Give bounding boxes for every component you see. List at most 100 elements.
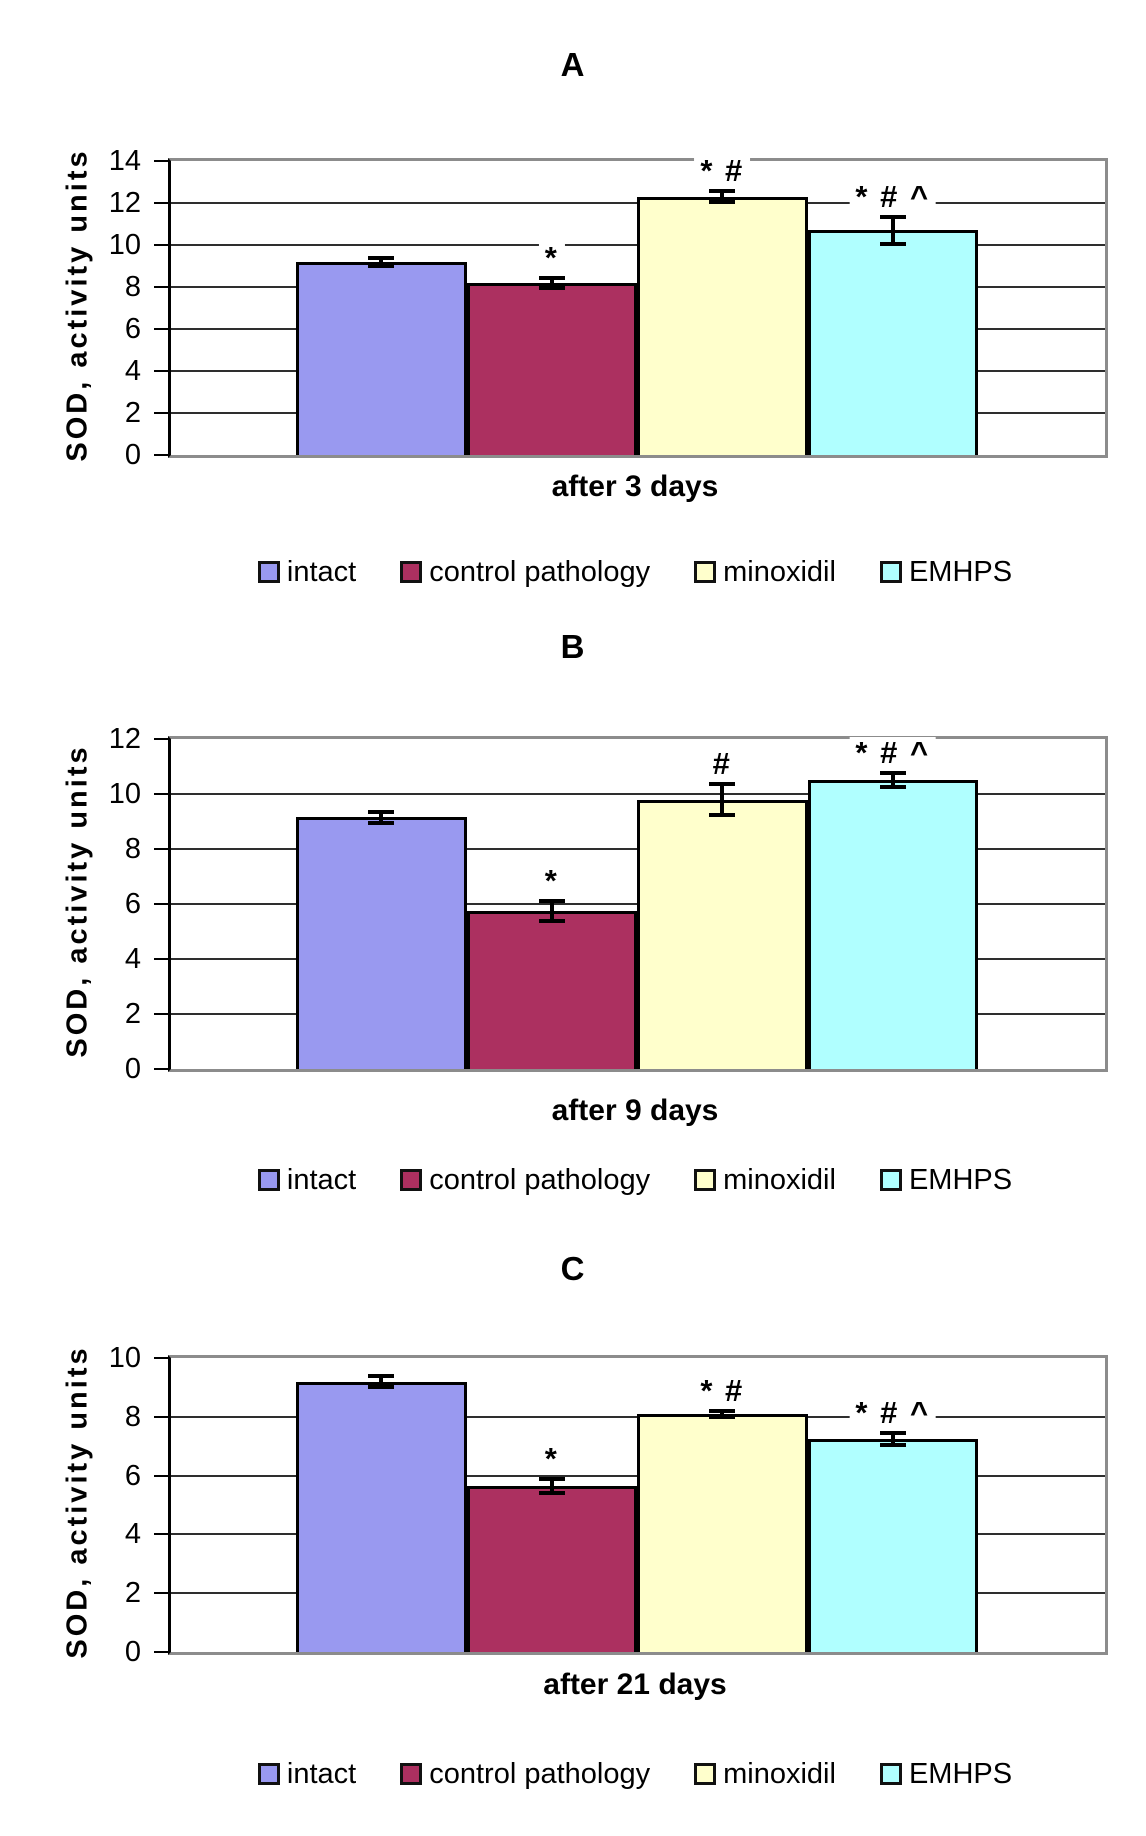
error-cap-top-control-pathology <box>538 899 565 904</box>
error-cap-top-emhps <box>879 214 906 219</box>
legend-item-minoxidil: minoxidil <box>694 1164 836 1196</box>
y-tick-label-8: 8 <box>124 1400 141 1433</box>
legend-item-emhps: EMHPS <box>879 1758 1013 1790</box>
error-cap-bottom-control-pathology <box>538 1491 565 1496</box>
significance-annotation-control-pathology: * <box>538 241 565 274</box>
chart-panel-b: B SOD, activity units 0 2 4 6 8 10 12 * # * # ^ … <box>0 612 1146 1224</box>
significance-annotation-minoxidil: * # <box>694 1374 751 1407</box>
legend-swatch-minoxidil <box>694 1169 717 1191</box>
error-cap-top-minoxidil <box>709 1408 736 1413</box>
y-tick-label-0: 0 <box>124 1636 141 1668</box>
y-tick-label-4: 4 <box>124 355 141 387</box>
y-tick-mark-6 <box>154 1474 168 1477</box>
legend-item-control-pathology: control pathology <box>400 1164 650 1196</box>
plot-area: 0 2 4 6 8 10 12 14 * * # * # ^ <box>109 146 1108 470</box>
y-tick-mark-0 <box>154 1651 168 1653</box>
bar-control-pathology <box>466 282 638 455</box>
legend-label-control-pathology: control pathology <box>429 1164 651 1196</box>
y-tick-mark-8 <box>154 286 168 288</box>
legend-label-minoxidil: minoxidil <box>723 1164 836 1196</box>
significance-annotation-emhps: * # ^ <box>849 1396 937 1429</box>
error-bar-intact <box>379 1375 384 1388</box>
error-bar-minoxidil <box>720 784 725 815</box>
legend-label-emhps: EMHPS <box>908 1758 1013 1790</box>
significance-annotation-control-pathology: * <box>538 865 565 898</box>
legend-item-emhps: EMHPS <box>879 1164 1012 1196</box>
legend-label-control-pathology: control pathology <box>429 556 651 588</box>
y-tick-mark-10 <box>154 243 168 246</box>
error-cap-top-intact <box>368 1373 395 1378</box>
plot-area: 0 2 4 6 8 10 12 * # * # ^ <box>109 724 1108 1084</box>
error-cap-bottom-emhps <box>879 1442 906 1447</box>
legend-item-minoxidil: minoxidil <box>694 1758 836 1790</box>
x-axis-title: after 3 days <box>551 470 719 503</box>
y-tick-label-0: 0 <box>124 1053 141 1085</box>
error-bar-intact <box>379 811 384 823</box>
error-cap-top-intact <box>368 809 395 814</box>
bar-emhps <box>807 230 978 455</box>
y-tick-label-12: 12 <box>108 723 141 755</box>
error-bar-minoxidil <box>720 1410 725 1417</box>
y-tick-label-2: 2 <box>124 998 141 1030</box>
legend-item-control-pathology: control pathology <box>400 1758 650 1790</box>
error-bar-emhps <box>890 773 895 788</box>
error-cap-bottom-emhps <box>879 785 906 790</box>
y-tick-label-10: 10 <box>108 777 141 810</box>
y-tick-label-10: 10 <box>108 1342 141 1374</box>
error-cap-bottom-minoxidil <box>709 812 736 817</box>
error-cap-top-minoxidil <box>709 189 736 194</box>
chart-title: B <box>560 628 586 665</box>
legend: intact control pathology minoxidil EMHPS <box>168 1758 1102 1790</box>
y-tick-mark-10 <box>154 792 168 795</box>
significance-annotation-control-pathology: * <box>538 1442 565 1475</box>
y-tick-label-6: 6 <box>124 888 141 920</box>
y-tick-label-10: 10 <box>108 228 141 261</box>
significance-annotation-minoxidil: # <box>706 748 738 781</box>
y-tick-label-6: 6 <box>124 312 141 345</box>
chart-panel-c: C SOD, activity units 0 2 4 6 8 10 * * # * # ^ … <box>0 1224 1146 1836</box>
legend-label-control-pathology: control pathology <box>429 1758 651 1790</box>
error-cap-bottom-minoxidil <box>709 1414 736 1419</box>
legend-swatch-intact <box>257 1169 280 1191</box>
bar-emhps <box>807 1438 978 1652</box>
y-tick-mark-6 <box>154 327 168 330</box>
y-tick-label-0: 0 <box>124 439 141 471</box>
y-tick-label-14: 14 <box>108 145 141 177</box>
error-cap-top-emhps <box>879 1430 906 1435</box>
error-bar-control-pathology <box>549 1478 554 1494</box>
error-cap-top-emhps <box>879 771 906 776</box>
legend-item-emhps: EMHPS <box>879 556 1012 588</box>
error-cap-bottom-intact <box>368 1385 395 1390</box>
y-tick-mark-6 <box>154 903 168 905</box>
y-tick-mark-12 <box>154 201 168 204</box>
error-cap-top-intact <box>368 255 395 260</box>
legend-swatch-intact <box>257 1763 280 1785</box>
plot-area: 0 2 4 6 8 10 * * # * # ^ <box>109 1343 1108 1667</box>
significance-annotation-emhps: * # ^ <box>849 180 937 213</box>
error-cap-bottom-intact <box>368 264 395 268</box>
legend-item-intact: intact <box>257 556 356 588</box>
error-cap-bottom-emhps <box>879 241 906 246</box>
x-axis-title: after 9 days <box>551 1094 719 1127</box>
legend-item-minoxidil: minoxidil <box>694 556 836 588</box>
y-tick-label-12: 12 <box>108 186 141 219</box>
y-tick-mark-14 <box>154 160 168 162</box>
bar-emhps <box>807 780 978 1069</box>
legend-swatch-control-pathology <box>400 1763 423 1785</box>
y-tick-mark-10 <box>154 1357 168 1359</box>
bar-minoxidil <box>637 1413 808 1652</box>
chart-panel-a: A SOD, activity units 0 2 4 6 8 10 12 14 * * # * … <box>0 0 1146 612</box>
bar-intact <box>296 817 467 1069</box>
bar-intact <box>296 1381 467 1652</box>
error-bar-control-pathology <box>549 901 554 921</box>
error-cap-top-control-pathology <box>538 1476 565 1481</box>
bar-control-pathology <box>466 910 638 1069</box>
y-tick-mark-4 <box>154 957 168 960</box>
y-tick-label-4: 4 <box>124 1518 141 1551</box>
legend-swatch-minoxidil <box>694 1763 717 1785</box>
chart-title: C <box>560 1250 586 1287</box>
y-tick-mark-2 <box>154 1592 168 1595</box>
y-tick-mark-2 <box>154 412 168 414</box>
y-tick-mark-2 <box>154 1013 168 1015</box>
significance-annotation-minoxidil: * # <box>694 155 751 188</box>
